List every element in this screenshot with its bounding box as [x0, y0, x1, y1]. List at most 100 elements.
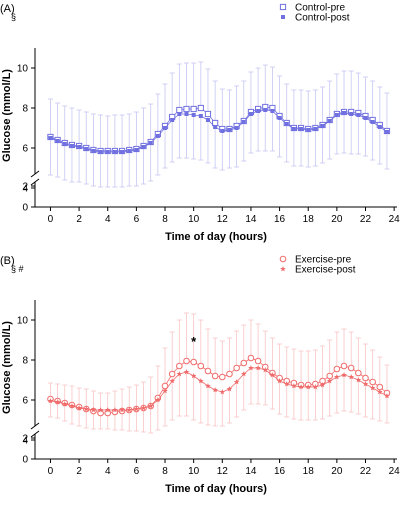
data-point — [183, 105, 190, 113]
data-point — [134, 148, 139, 152]
data-point — [326, 378, 333, 384]
data-point — [306, 128, 311, 132]
data-point — [362, 374, 369, 382]
legend-marker — [280, 266, 286, 272]
data-point — [48, 136, 53, 140]
axis-break-mark — [30, 178, 40, 186]
data-point — [219, 389, 226, 395]
data-point — [197, 378, 204, 384]
data-point — [54, 399, 61, 405]
data-point — [363, 116, 368, 120]
data-point — [55, 139, 60, 143]
data-point — [176, 362, 183, 370]
data-point — [262, 367, 269, 373]
series-markers-exercise-pre — [47, 354, 391, 417]
data-point — [190, 358, 197, 366]
data-point — [384, 393, 390, 399]
x-tick-label: 16 — [274, 466, 286, 477]
data-point — [233, 364, 240, 372]
data-point — [283, 381, 290, 387]
legend-marker — [281, 15, 285, 19]
data-point — [240, 359, 248, 367]
x-tick-label: 0 — [48, 466, 54, 477]
data-point — [233, 379, 240, 385]
axis-break-mark — [30, 422, 40, 430]
data-point — [349, 112, 354, 116]
data-point — [126, 407, 133, 413]
data-point — [211, 372, 219, 380]
data-point — [205, 383, 211, 389]
x-tick-label: 12 — [217, 466, 229, 477]
y-axis-title: Glucose (mmol/L) — [1, 69, 13, 162]
data-point — [155, 134, 160, 138]
y-tick-label: 4 — [22, 436, 28, 447]
x-tick-label: 14 — [245, 466, 257, 477]
data-point — [276, 378, 283, 384]
data-point — [255, 365, 261, 371]
data-point — [327, 119, 332, 123]
significance-annotation: § — [11, 12, 16, 22]
x-tick-label: 10 — [188, 214, 200, 225]
y-tick-label: 4 — [22, 184, 28, 195]
data-point — [277, 116, 282, 120]
data-point — [112, 407, 118, 413]
data-point — [97, 407, 104, 413]
data-point — [77, 145, 82, 149]
data-point — [91, 149, 96, 153]
data-point — [370, 120, 375, 124]
x-tick-label: 6 — [134, 214, 140, 225]
axis-break-mark — [30, 170, 40, 178]
data-point — [356, 113, 361, 117]
data-point — [248, 112, 253, 116]
data-point — [140, 405, 147, 411]
data-point — [197, 362, 205, 370]
x-tick-label: 10 — [188, 466, 200, 477]
x-axis-title: Time of day (hours) — [165, 483, 267, 495]
y-tick-label: 2 — [22, 182, 28, 193]
y-tick-label: 2 — [22, 434, 28, 445]
data-point — [83, 406, 90, 412]
data-point — [176, 371, 183, 377]
legend-label: Control-post — [295, 13, 350, 24]
data-point — [133, 406, 140, 412]
y-tick-label: 6 — [22, 144, 28, 155]
data-point — [334, 113, 339, 117]
data-point — [163, 126, 168, 130]
legend-marker — [279, 255, 287, 263]
data-point — [162, 388, 168, 394]
error-bars-exercise-post — [47, 368, 390, 434]
data-point — [183, 357, 190, 365]
x-tick-label: 16 — [274, 214, 286, 225]
axis-break-mark — [30, 430, 40, 438]
x-tick-label: 2 — [76, 214, 82, 225]
x-tick-label: 24 — [389, 466, 401, 477]
x-tick-label: 24 — [389, 214, 401, 225]
data-point — [348, 374, 355, 380]
data-point — [170, 118, 175, 122]
data-point — [198, 114, 203, 118]
data-point — [369, 385, 376, 391]
y-tick-label: 10 — [17, 316, 29, 327]
x-axis-title: Time of day (hours) — [165, 231, 267, 243]
data-point — [270, 109, 275, 113]
y-tick-label: 6 — [22, 396, 28, 407]
data-point — [204, 367, 212, 375]
data-point — [355, 369, 362, 377]
data-point — [284, 122, 289, 126]
x-tick-label: 18 — [303, 214, 315, 225]
data-point — [347, 364, 355, 372]
data-point — [247, 354, 255, 362]
x-tick-label: 12 — [217, 214, 229, 225]
x-tick-label: 22 — [360, 466, 372, 477]
data-point — [148, 141, 153, 145]
x-tick-label: 8 — [162, 214, 168, 225]
data-point — [119, 407, 125, 413]
significance-asterisk: * — [191, 334, 197, 349]
data-point — [334, 374, 340, 380]
data-point — [299, 127, 304, 131]
y-tick-label: 0 — [22, 455, 28, 466]
x-tick-label: 8 — [162, 466, 168, 477]
